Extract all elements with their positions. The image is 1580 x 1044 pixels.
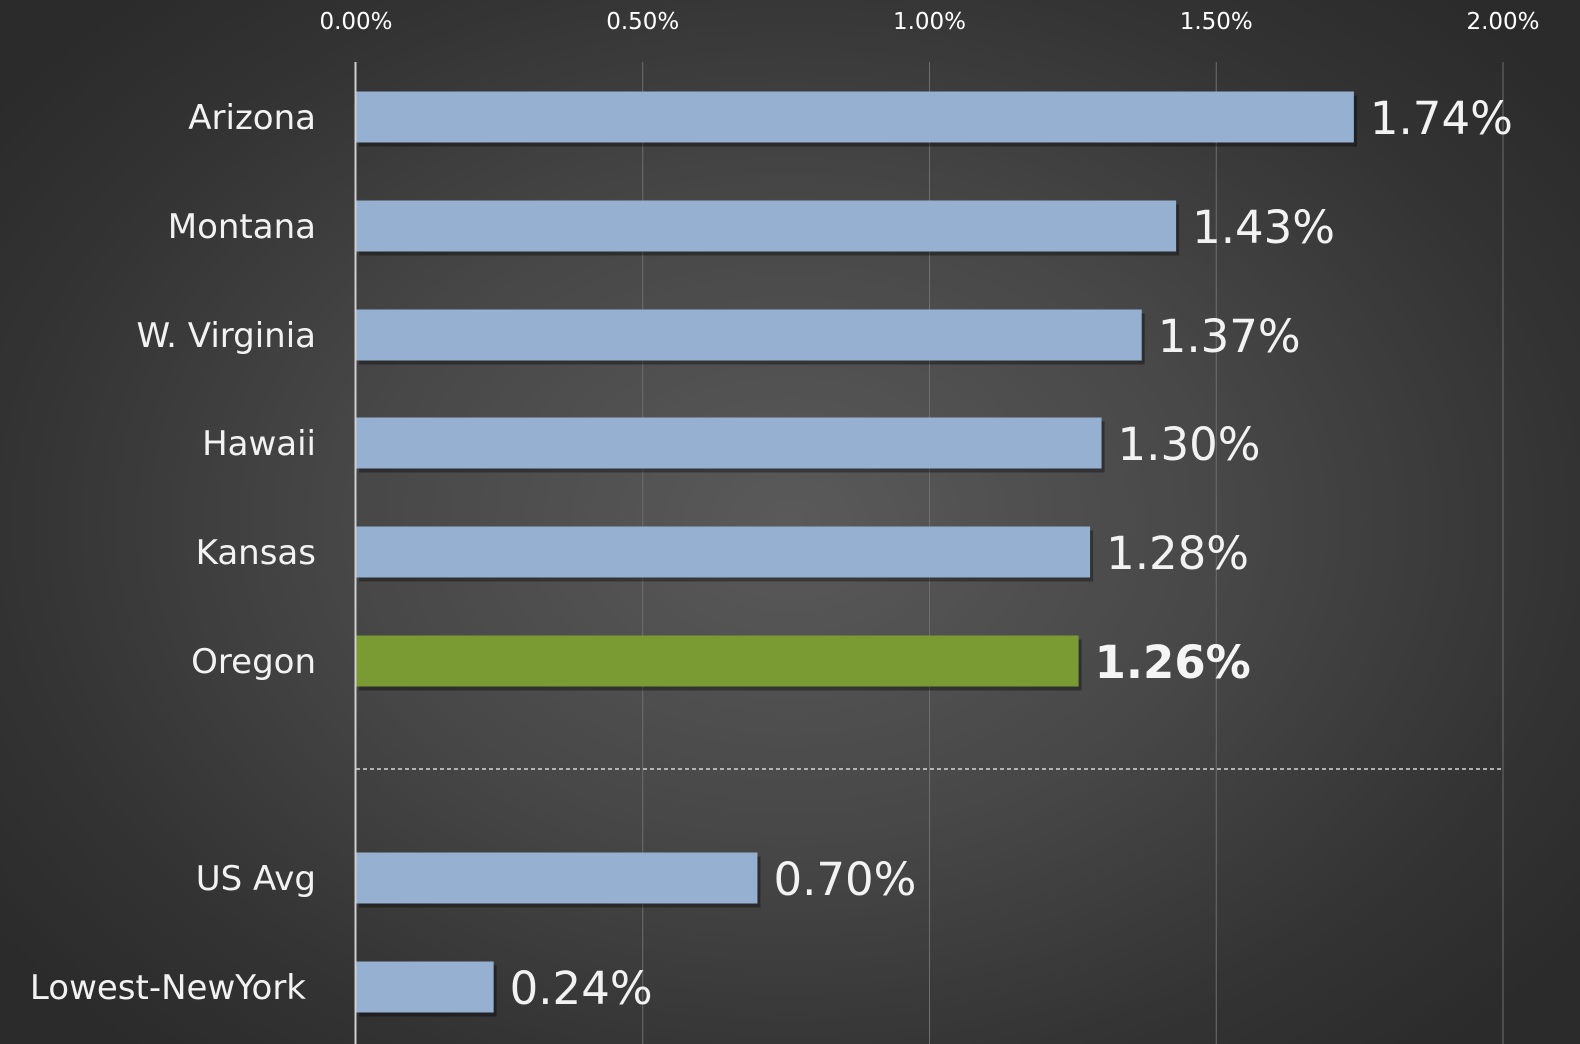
- x-tick-label: 0.50%: [606, 9, 679, 35]
- data-label-lowest-newyork: 0.24%: [510, 962, 653, 1015]
- category-label-us-avg: US Avg: [196, 859, 316, 899]
- data-label-kansas: 1.28%: [1106, 527, 1249, 580]
- bar-kansas: [356, 526, 1091, 578]
- bar-hawaii: [356, 417, 1102, 469]
- data-label-us-avg: 0.70%: [773, 853, 916, 906]
- x-axis-ticks: 0.00% 0.50% 1.00% 1.50% 2.00%: [319, 9, 1539, 35]
- bar-oregon: [356, 635, 1079, 687]
- category-label-lowest-newyork: Lowest-NewYork: [30, 968, 306, 1008]
- bar-montana: [356, 200, 1177, 252]
- x-tick-label: 1.50%: [1180, 9, 1253, 35]
- axes: [354, 62, 1503, 1044]
- data-labels: 1.74% 1.43% 1.37% 1.30% 1.28% 1.26% 0.70% 0.24%: [510, 92, 1513, 1015]
- bar-lowest-newyork: [356, 961, 494, 1013]
- data-label-arizona: 1.74%: [1370, 92, 1513, 145]
- category-label-kansas: Kansas: [196, 533, 316, 573]
- bar-arizona: [356, 91, 1354, 143]
- category-label-arizona: Arizona: [188, 98, 316, 138]
- data-label-oregon: 1.26%: [1095, 636, 1251, 689]
- x-tick-label: 2.00%: [1466, 9, 1539, 35]
- category-label-oregon: Oregon: [191, 642, 316, 682]
- category-label-w-virginia: W. Virginia: [136, 316, 316, 356]
- data-label-hawaii: 1.30%: [1118, 418, 1261, 471]
- x-tick-label: 1.00%: [893, 9, 966, 35]
- category-label-montana: Montana: [168, 207, 316, 247]
- category-label-hawaii: Hawaii: [202, 424, 316, 464]
- data-label-w-virginia: 1.37%: [1158, 310, 1301, 363]
- bar-us-avg: [356, 852, 758, 904]
- bars: [356, 91, 1357, 1017]
- data-label-montana: 1.43%: [1192, 201, 1335, 254]
- category-labels: Arizona Montana W. Virginia Hawaii Kansas Ore…: [30, 98, 316, 1008]
- bar-w-virginia: [356, 309, 1142, 361]
- x-tick-label: 0.00%: [319, 9, 392, 35]
